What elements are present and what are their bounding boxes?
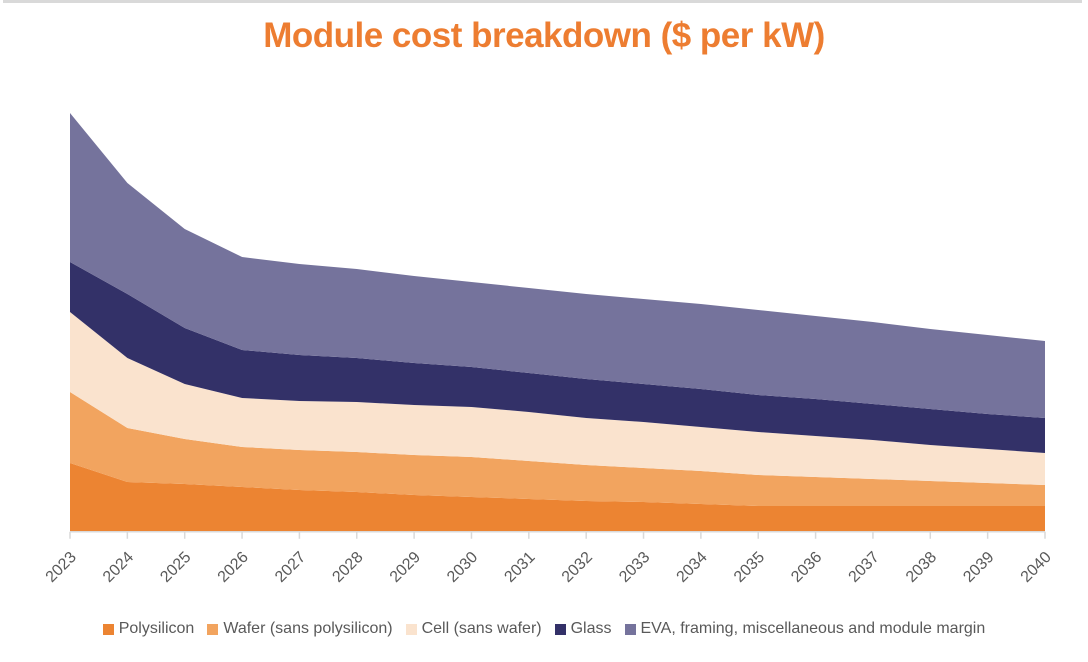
area-series-1: [70, 392, 1045, 506]
legend-item-4: EVA, framing, miscellaneous and module m…: [624, 620, 986, 638]
x-axis-label: 2038: [903, 549, 940, 586]
x-axis-label: 2037: [846, 549, 883, 586]
legend-label: EVA, framing, miscellaneous and module m…: [640, 620, 986, 637]
legend-label: Polysilicon: [118, 620, 195, 637]
x-axis-label: 2023: [43, 549, 80, 586]
legend-label: Glass: [570, 620, 612, 637]
legend-label: Wafer (sans polysilicon): [223, 620, 393, 637]
area-series-0: [70, 463, 1045, 531]
x-axis-label: 2040: [1018, 549, 1055, 586]
area-series-3: [70, 262, 1045, 453]
legend-swatch-icon: [554, 623, 566, 635]
chart-title: Module cost breakdown ($ per kW): [263, 16, 825, 55]
x-axis-label: 2030: [444, 549, 481, 586]
x-axis-label: 2027: [272, 549, 309, 586]
x-axis-label: 2025: [157, 549, 194, 586]
x-axis-label: 2033: [616, 549, 653, 586]
x-axis-label: 2039: [960, 549, 997, 586]
legend-item-3: Glass: [554, 620, 612, 638]
legend-item-1: Wafer (sans polysilicon): [207, 620, 393, 638]
area-series-4: [70, 113, 1045, 418]
x-axis-label: 2034: [674, 549, 711, 586]
legend-label: Cell (sans wafer): [421, 620, 542, 637]
x-axis-label: 2031: [501, 549, 538, 586]
x-axis-label: 2028: [329, 549, 366, 586]
x-axis-label: 2024: [100, 549, 137, 586]
legend-swatch-icon: [207, 623, 219, 635]
legend-item-2: Cell (sans wafer): [405, 620, 542, 638]
chart-legend: Polysilicon Wafer (sans polysilicon) Cell …: [0, 620, 1088, 638]
x-axis-label: 2026: [215, 549, 252, 586]
legend-swatch-icon: [405, 623, 417, 635]
legend-swatch-icon: [624, 623, 636, 635]
x-axis-label: 2029: [387, 549, 424, 586]
x-axis-label: 2036: [788, 549, 825, 586]
legend-swatch-icon: [102, 623, 114, 635]
x-axis-label: 2032: [559, 549, 596, 586]
area-series-2: [70, 312, 1045, 485]
x-axis-label: 2035: [731, 549, 768, 586]
legend-item-0: Polysilicon: [102, 620, 195, 638]
top-border: [3, 0, 1082, 3]
